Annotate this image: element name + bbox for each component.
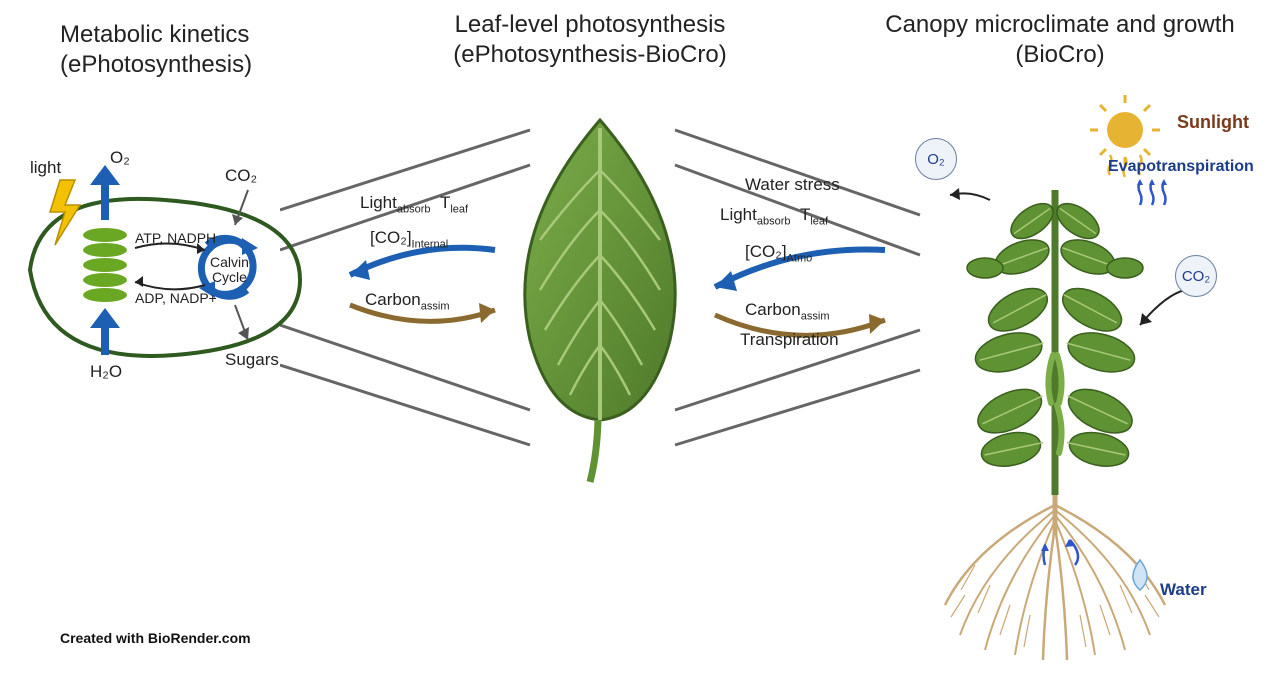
label-calvin-2: Cycle xyxy=(212,269,247,285)
co2-badge: CO₂ xyxy=(1175,255,1217,297)
arrow-in-left-icon xyxy=(350,248,495,275)
ex-right-bot-main: Carbon xyxy=(745,300,801,319)
arrow-out-right-head-icon xyxy=(869,314,885,334)
co2-badge-text: CO₂ xyxy=(1182,268,1210,285)
title-left: Metabolic kinetics (ePhotosynthesis) xyxy=(60,20,320,80)
o2-out-arrowhead-icon xyxy=(950,188,960,200)
label-co2: CO₂ xyxy=(225,166,257,186)
label-h2o: H₂O xyxy=(90,362,122,382)
title-center-line1: Leaf-level photosynthesis xyxy=(455,11,726,38)
label-water: Water xyxy=(1160,580,1207,600)
arrow-in-left-head-icon xyxy=(350,260,370,280)
ex-right-bot: Carbonassim xyxy=(745,300,830,322)
label-o2: O₂ xyxy=(110,148,130,168)
ex-left-top1: Light xyxy=(360,193,397,212)
title-center: Leaf-level photosynthesis (ePhotosynthes… xyxy=(410,10,770,70)
adp-arrowhead-icon xyxy=(135,276,143,287)
ex-right-top2-sub: leaf xyxy=(810,215,828,227)
title-left-line1: Metabolic kinetics xyxy=(60,21,249,48)
ex-left-top2-sub: leaf xyxy=(450,203,468,215)
title-left-line2: (ePhotosynthesis) xyxy=(60,51,252,78)
ex-right-top2: T xyxy=(800,205,810,224)
label-calvin: Calvin Cycle xyxy=(210,255,249,284)
label-adp: ADP, NADP+ xyxy=(135,290,217,306)
o2-arrow-icon xyxy=(90,165,120,220)
diagram-stage: Metabolic kinetics (ePhotosynthesis) Lea… xyxy=(0,0,1280,688)
ex-left-bot-sub: assim xyxy=(421,300,450,312)
label-calvin-1: Calvin xyxy=(210,254,249,270)
roots-icon xyxy=(945,495,1165,660)
lightning-bolt-icon xyxy=(50,180,80,245)
credit-text: Created with BioRender.com xyxy=(60,630,251,646)
plant-diagram xyxy=(915,95,1265,675)
ex-right-line0: Water stress xyxy=(745,175,840,195)
title-center-line2: (ePhotosynthesis-BioCro) xyxy=(453,41,726,68)
ex-left-mid-sub: Internal xyxy=(412,238,449,250)
title-right: Canopy microclimate and growth (BioCro) xyxy=(860,10,1260,70)
ex-right-top: Lightabsorb Tleaf xyxy=(720,205,828,227)
ex-left-top: Lightabsorb Tleaf xyxy=(360,193,468,215)
chloroplast-outline-icon xyxy=(30,199,300,356)
ex-left-bot: Carbonassim xyxy=(365,290,450,312)
ex-right-mid-main: [CO₂] xyxy=(745,242,787,261)
ex-right-top1: Light xyxy=(720,205,757,224)
ex-left-mid-main: [CO₂] xyxy=(370,228,412,247)
ex-left-mid: [CO₂]Internal xyxy=(370,228,448,250)
ex-right-mid-sub: Atmo xyxy=(787,252,813,264)
leaf-icon xyxy=(490,110,710,490)
o2-badge-text: O₂ xyxy=(927,151,945,168)
label-evapo: Evapotranspiration xyxy=(1108,158,1254,176)
water-drop-icon xyxy=(1133,560,1147,590)
ex-left-bot-main: Carbon xyxy=(365,290,421,309)
label-light: light xyxy=(30,158,61,178)
evapo-waves-icon xyxy=(1137,179,1167,205)
adp-arrow-icon xyxy=(135,282,205,289)
label-sunlight: Sunlight xyxy=(1177,112,1249,133)
ex-left-top2: T xyxy=(440,193,450,212)
title-right-line2: (BioCro) xyxy=(1015,41,1104,68)
o2-badge: O₂ xyxy=(915,138,957,180)
ex-left-top1-sub: absorb xyxy=(397,203,431,215)
ex-right-last: Transpiration xyxy=(740,330,839,350)
thylakoid-stack-icon xyxy=(83,228,127,302)
label-atp: ATP, NADPH xyxy=(135,230,216,246)
title-right-line1: Canopy microclimate and growth xyxy=(885,11,1235,38)
label-sugars: Sugars xyxy=(225,350,279,370)
ex-right-top1-sub: absorb xyxy=(757,215,791,227)
ex-right-mid: [CO₂]Atmo xyxy=(745,242,812,264)
ex-right-bot-sub: assim xyxy=(801,310,830,322)
